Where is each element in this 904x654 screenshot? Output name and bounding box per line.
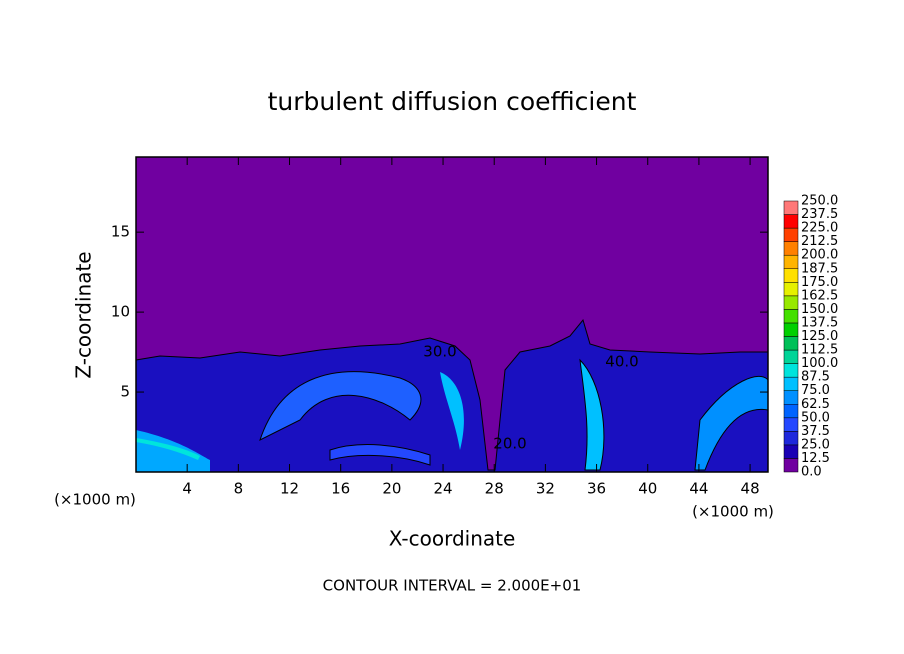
colorbar-swatch: [783, 241, 799, 256]
y-tick-label: 10: [111, 303, 130, 321]
colorbar-swatch: [783, 295, 799, 310]
colorbar-swatch: [783, 458, 799, 473]
colorbar-label: 37.5: [801, 424, 830, 439]
colorbar-label: 12.5: [801, 451, 830, 466]
contour-label: 20.0: [493, 435, 526, 453]
colorbar-label: 237.5: [801, 207, 838, 222]
field-region: [579, 358, 605, 471]
contour-label: 30.0: [423, 343, 456, 361]
field-region: [329, 444, 431, 466]
contour-label: 40.0: [605, 353, 638, 371]
colorbar-label: 112.5: [801, 343, 838, 358]
colorbar-swatch: [783, 322, 799, 337]
colorbar-swatch: [783, 282, 799, 297]
x-tick-label: 44: [689, 480, 708, 498]
footnote: CONTOUR INTERVAL = 2.000E+01: [323, 577, 582, 595]
field-region: [440, 372, 464, 450]
colorbar-label: 250.0: [801, 194, 838, 209]
x-tick-label: 16: [331, 480, 350, 498]
y-axis-label: Z-coordinate: [72, 251, 96, 378]
x-tick-label: 8: [234, 480, 244, 498]
colorbar-swatch: [783, 390, 799, 405]
colorbar-swatch: [783, 268, 799, 283]
colorbar-swatch: [783, 376, 799, 391]
colorbar-swatch: [783, 336, 799, 351]
colorbar-label: 87.5: [801, 370, 830, 385]
colorbar-label: 75.0: [801, 383, 830, 398]
field-region: [136, 438, 200, 460]
plot-frame: [135, 156, 769, 473]
field-region: [259, 371, 422, 441]
chart-title: turbulent diffusion coefficient: [268, 87, 637, 116]
x-axis-label: X-coordinate: [389, 527, 516, 551]
colorbar-label: 150.0: [801, 302, 838, 317]
x-tick-label: 4: [182, 480, 192, 498]
colorbar-label: 125.0: [801, 329, 838, 344]
colorbar-swatch: [783, 254, 799, 269]
colorbar-swatch: [783, 200, 799, 215]
y-tick-label: 15: [111, 223, 130, 241]
x-tick-label: 32: [536, 480, 555, 498]
colorbar-label: 100.0: [801, 356, 838, 371]
x-tick-label: 28: [485, 480, 504, 498]
x-tick-label: 40: [638, 480, 657, 498]
colorbar-swatch: [783, 214, 799, 229]
x-tick-label: 12: [280, 480, 299, 498]
colorbar-swatch: [783, 431, 799, 446]
y-tick-label: 5: [120, 383, 130, 401]
colorbar-label: 137.5: [801, 315, 838, 330]
x-tick-label: 36: [587, 480, 606, 498]
colorbar-swatch: [783, 404, 799, 419]
field-region: [136, 430, 210, 472]
colorbar-label: 212.5: [801, 234, 838, 249]
colorbar-swatch: [783, 349, 799, 364]
x-unit: (×1000 m): [692, 503, 774, 521]
colorbar-label: 187.5: [801, 261, 838, 276]
plot-area: [135, 156, 769, 473]
colorbar-label: 162.5: [801, 288, 838, 303]
colorbar-label: 225.0: [801, 221, 838, 236]
colorbar-label: 50.0: [801, 410, 830, 425]
colorbar-swatch: [783, 417, 799, 432]
colorbar-swatch: [783, 309, 799, 324]
colorbar-label: 175.0: [801, 275, 838, 290]
colorbar-label: 25.0: [801, 437, 830, 452]
colorbar-label: 200.0: [801, 248, 838, 263]
colorbar-swatch: [783, 363, 799, 378]
y-unit: (×1000 m): [54, 491, 136, 509]
colorbar-swatch: [783, 227, 799, 242]
x-tick-label: 24: [433, 480, 452, 498]
x-tick-label: 20: [382, 480, 401, 498]
colorbar-label: 0.0: [801, 465, 822, 480]
x-tick-label: 48: [741, 480, 760, 498]
colorbar-label: 62.5: [801, 397, 830, 412]
colorbar-swatch: [783, 444, 799, 459]
